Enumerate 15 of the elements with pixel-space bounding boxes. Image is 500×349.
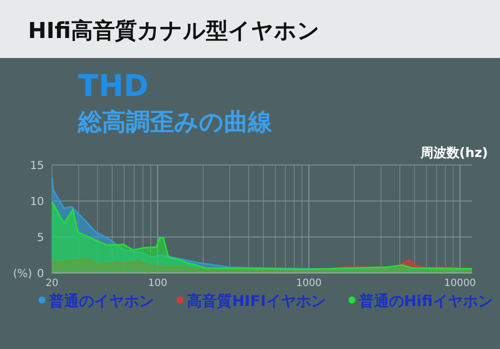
x-tick-label: 10000 bbox=[444, 278, 476, 289]
y-tick-label: 10 bbox=[30, 195, 44, 208]
y-tick-label: 15 bbox=[30, 159, 44, 172]
x-axis-title: 周波数(hz) bbox=[419, 146, 488, 161]
chart-subtitle: THD 総高調歪みの曲線 bbox=[77, 69, 273, 136]
legend-label: 普通のイヤホン bbox=[48, 292, 154, 310]
x-tick-label: 100 bbox=[148, 278, 168, 289]
chart-title: HIfi高音質カナル型イヤホン bbox=[28, 18, 320, 44]
y-tick-label: 0 bbox=[37, 267, 44, 280]
x-tick-label: 20 bbox=[46, 278, 58, 289]
legend-label: 普通のHifiイヤホン bbox=[358, 292, 493, 310]
legend-label: 高音質HIFIイヤホン bbox=[187, 292, 326, 310]
y-tick-label: 5 bbox=[37, 231, 44, 244]
y-axis-title: (%) bbox=[12, 267, 32, 280]
x-tick-label: 1000 bbox=[296, 278, 322, 289]
